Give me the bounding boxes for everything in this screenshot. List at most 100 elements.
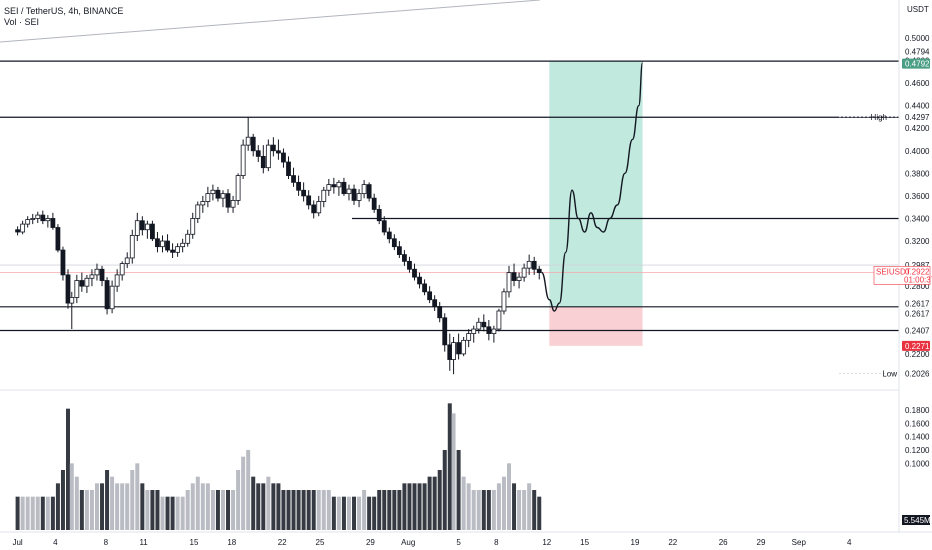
candle-body (427, 291, 433, 301)
candle (250, 133, 256, 157)
volume-bar (476, 490, 481, 530)
volume-bar (336, 496, 341, 530)
candle-body (311, 204, 317, 214)
volume-bar (437, 470, 442, 530)
volume-bar (451, 413, 456, 530)
price-tick-label: 0.3200 (905, 237, 930, 246)
candle-body (40, 214, 46, 222)
candle-body (175, 246, 181, 253)
volume-bar (130, 470, 135, 530)
candle-body (371, 197, 377, 210)
candle (456, 333, 462, 360)
volume-bar (60, 470, 65, 530)
candle (210, 184, 216, 201)
candle (521, 263, 527, 282)
axes: USDT (0, 0, 932, 533)
volume-tag-bg (902, 515, 930, 525)
time-tick-label: 8 (104, 538, 109, 547)
volume-bar (461, 476, 466, 530)
candle-body (402, 254, 407, 262)
volume-bar (367, 496, 372, 530)
candle (296, 175, 301, 196)
candle (150, 220, 155, 242)
candle (144, 220, 150, 239)
candle-body (250, 136, 256, 152)
candle (326, 178, 332, 196)
stop-tag: 0.2271 (905, 342, 930, 351)
prev-close-tag: 0.2987 (905, 261, 930, 270)
candle-body (281, 152, 286, 163)
candle (471, 325, 477, 343)
candle (437, 301, 443, 323)
volume-bar (120, 483, 125, 530)
candle (270, 137, 276, 157)
price-tick-label: 0.4000 (905, 147, 930, 156)
volume-header: Vol · SEI (4, 17, 40, 27)
volume-bar (200, 483, 205, 530)
volume-bar (220, 490, 225, 530)
candle-body (396, 246, 402, 255)
candle-body (361, 184, 367, 195)
volume-value-tag: 5.545M (904, 516, 931, 525)
candle (114, 269, 120, 292)
candle-body (356, 193, 362, 201)
candle (311, 200, 317, 219)
candle (402, 250, 407, 266)
candle-body (185, 233, 191, 244)
candle (190, 212, 196, 239)
time-tick-label: 29 (757, 538, 766, 547)
volume-bar (105, 470, 110, 530)
candle-body (89, 274, 95, 279)
candle (281, 148, 286, 168)
volume-bar (155, 490, 160, 530)
volume-tick-label: 0.1000 (905, 459, 930, 468)
stop-tag-bg (902, 340, 930, 351)
stop-zone (549, 306, 643, 346)
candle-body (491, 328, 497, 334)
candle (316, 195, 322, 217)
candle-body (55, 227, 61, 251)
position-zones (549, 61, 643, 346)
volume-bar (115, 483, 120, 530)
volume-bar (537, 496, 542, 530)
candle (230, 195, 236, 213)
candle (255, 145, 261, 163)
horizontal-levels (0, 60, 899, 374)
candle (407, 256, 412, 273)
candle-body (531, 260, 537, 270)
volume-bar (532, 490, 537, 530)
price-tick-label: 0.4600 (905, 79, 930, 88)
candle-body (104, 280, 110, 310)
candle (65, 269, 71, 309)
time-tick-label: Aug (401, 538, 415, 547)
candle-body (481, 321, 487, 328)
candle (180, 238, 186, 253)
candle-body (129, 234, 135, 259)
volume-bar (527, 483, 532, 530)
volume-bar (481, 490, 486, 530)
volume-bar (231, 490, 236, 530)
candle-body (200, 201, 206, 206)
candle-body (195, 204, 201, 219)
trendline-segment (0, 0, 541, 43)
candle-body (220, 193, 226, 199)
candle (50, 212, 56, 230)
candle (74, 274, 80, 304)
volume-bar (402, 483, 407, 530)
volume-bar (195, 476, 200, 530)
volume-bar (125, 483, 130, 530)
candle (60, 246, 66, 281)
volume-bar (422, 483, 427, 530)
candle (496, 308, 502, 332)
volume-bar (456, 450, 461, 530)
candle (40, 210, 46, 225)
candle (220, 190, 226, 208)
candle-body (60, 249, 66, 276)
candle-body (341, 181, 347, 195)
candle (104, 277, 110, 315)
volume-bar (372, 496, 377, 530)
time-tick-label: 5 (456, 538, 461, 547)
candle (481, 314, 487, 332)
candle-body (139, 220, 145, 231)
